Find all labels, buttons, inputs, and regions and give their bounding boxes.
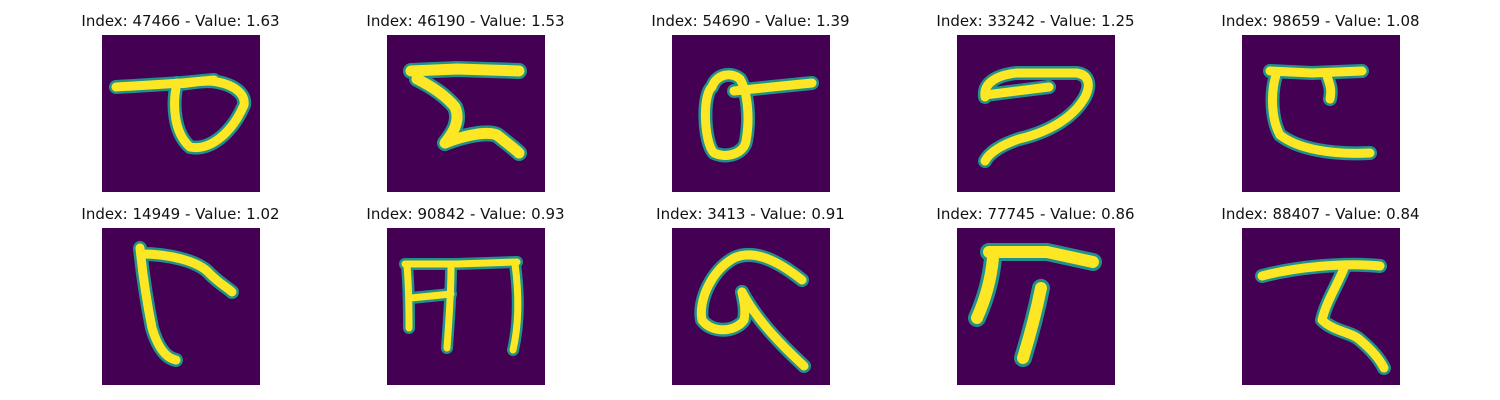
glyph-strokes — [977, 66, 1096, 168]
panel-title: Index: 90842 - Value: 0.93 — [366, 205, 565, 223]
panel-8: Index: 3413 - Value: 0.91 — [608, 193, 893, 385]
handwritten-character-image — [387, 35, 545, 192]
panel-6: Index: 14949 - Value: 1.02 — [38, 193, 323, 385]
glyph-strokes — [133, 241, 239, 367]
panel-10: Index: 88407 - Value: 0.84 — [1178, 193, 1463, 385]
panel-title: Index: 14949 - Value: 1.02 — [81, 205, 280, 223]
glyph-strokes — [1255, 257, 1391, 375]
handwritten-character-image — [957, 228, 1115, 385]
panel-title: Index: 33242 - Value: 1.25 — [936, 12, 1135, 30]
panel-title: Index: 46190 - Value: 1.53 — [366, 12, 565, 30]
panel-1: Index: 47466 - Value: 1.63 — [38, 0, 323, 192]
panel-3: Index: 54690 - Value: 1.39 — [608, 0, 893, 192]
glyph-strokes — [109, 73, 252, 155]
glyph-strokes — [399, 256, 524, 356]
handwritten-character-image — [102, 228, 260, 385]
glyph-strokes — [403, 61, 527, 161]
handwritten-character-image — [387, 228, 545, 385]
handwritten-character-image — [1242, 35, 1400, 192]
glyph-strokes — [1263, 64, 1377, 161]
handwritten-character-image — [672, 35, 830, 192]
glyph-strokes — [698, 67, 819, 163]
panel-2: Index: 46190 - Value: 1.53 — [323, 0, 608, 192]
handwritten-character-image — [1242, 228, 1400, 385]
panel-title: Index: 98659 - Value: 1.08 — [1221, 12, 1420, 30]
panel-9: Index: 77745 - Value: 0.86 — [893, 193, 1178, 385]
handwritten-character-image — [957, 35, 1115, 192]
panel-4: Index: 33242 - Value: 1.25 — [893, 0, 1178, 192]
panel-title: Index: 47466 - Value: 1.63 — [81, 12, 280, 30]
handwritten-character-image — [672, 228, 830, 385]
panel-title: Index: 54690 - Value: 1.39 — [651, 12, 850, 30]
panel-5: Index: 98659 - Value: 1.08 — [1178, 0, 1463, 192]
panel-title: Index: 3413 - Value: 0.91 — [656, 205, 845, 223]
panel-7: Index: 90842 - Value: 0.93 — [323, 193, 608, 385]
glyph-strokes — [968, 243, 1102, 367]
panel-title: Index: 77745 - Value: 0.86 — [936, 205, 1135, 223]
panel-title: Index: 88407 - Value: 0.84 — [1221, 205, 1420, 223]
glyph-strokes — [694, 247, 811, 373]
handwritten-character-image — [102, 35, 260, 192]
